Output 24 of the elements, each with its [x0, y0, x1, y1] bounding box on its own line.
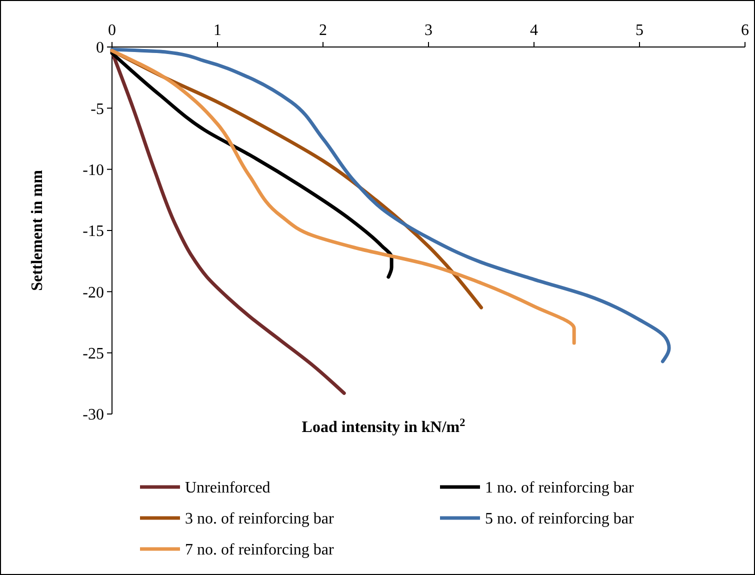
legend-label: 3 no. of reinforcing bar — [185, 510, 335, 528]
x-tick-label: 6 — [741, 22, 749, 39]
x-tick-label: 3 — [424, 22, 432, 39]
legend-label: 1 no. of reinforcing bar — [485, 480, 635, 497]
y-axis-title: Settlement in mm — [29, 169, 46, 291]
y-tick-label: -25 — [82, 345, 104, 362]
y-tick-label: -5 — [90, 100, 104, 118]
legend-label: Unreinforced — [185, 480, 270, 497]
x-tick-label: 1 — [214, 22, 222, 39]
line-series — [110, 50, 346, 395]
y-tick-label: -30 — [82, 406, 104, 424]
line-series — [110, 48, 576, 345]
x-tick-label: 4 — [530, 22, 538, 39]
y-tick-label: -20 — [82, 284, 104, 302]
y-tick-label: 0 — [96, 40, 104, 57]
y-tick-label: -10 — [82, 162, 104, 179]
x-axis-title: Load intensity in kN/m$^{2}$ — [302, 417, 466, 436]
line-series — [110, 48, 671, 364]
x-tick-label: 2 — [319, 22, 327, 39]
x-tick-label: 5 — [636, 22, 644, 39]
y-tick-label: -15 — [82, 223, 104, 240]
legend-label: 7 no. of reinforcing bar — [185, 542, 335, 559]
legend-label: 5 no. of reinforcing bar — [485, 510, 635, 528]
x-tick-label: 0 — [108, 22, 116, 39]
